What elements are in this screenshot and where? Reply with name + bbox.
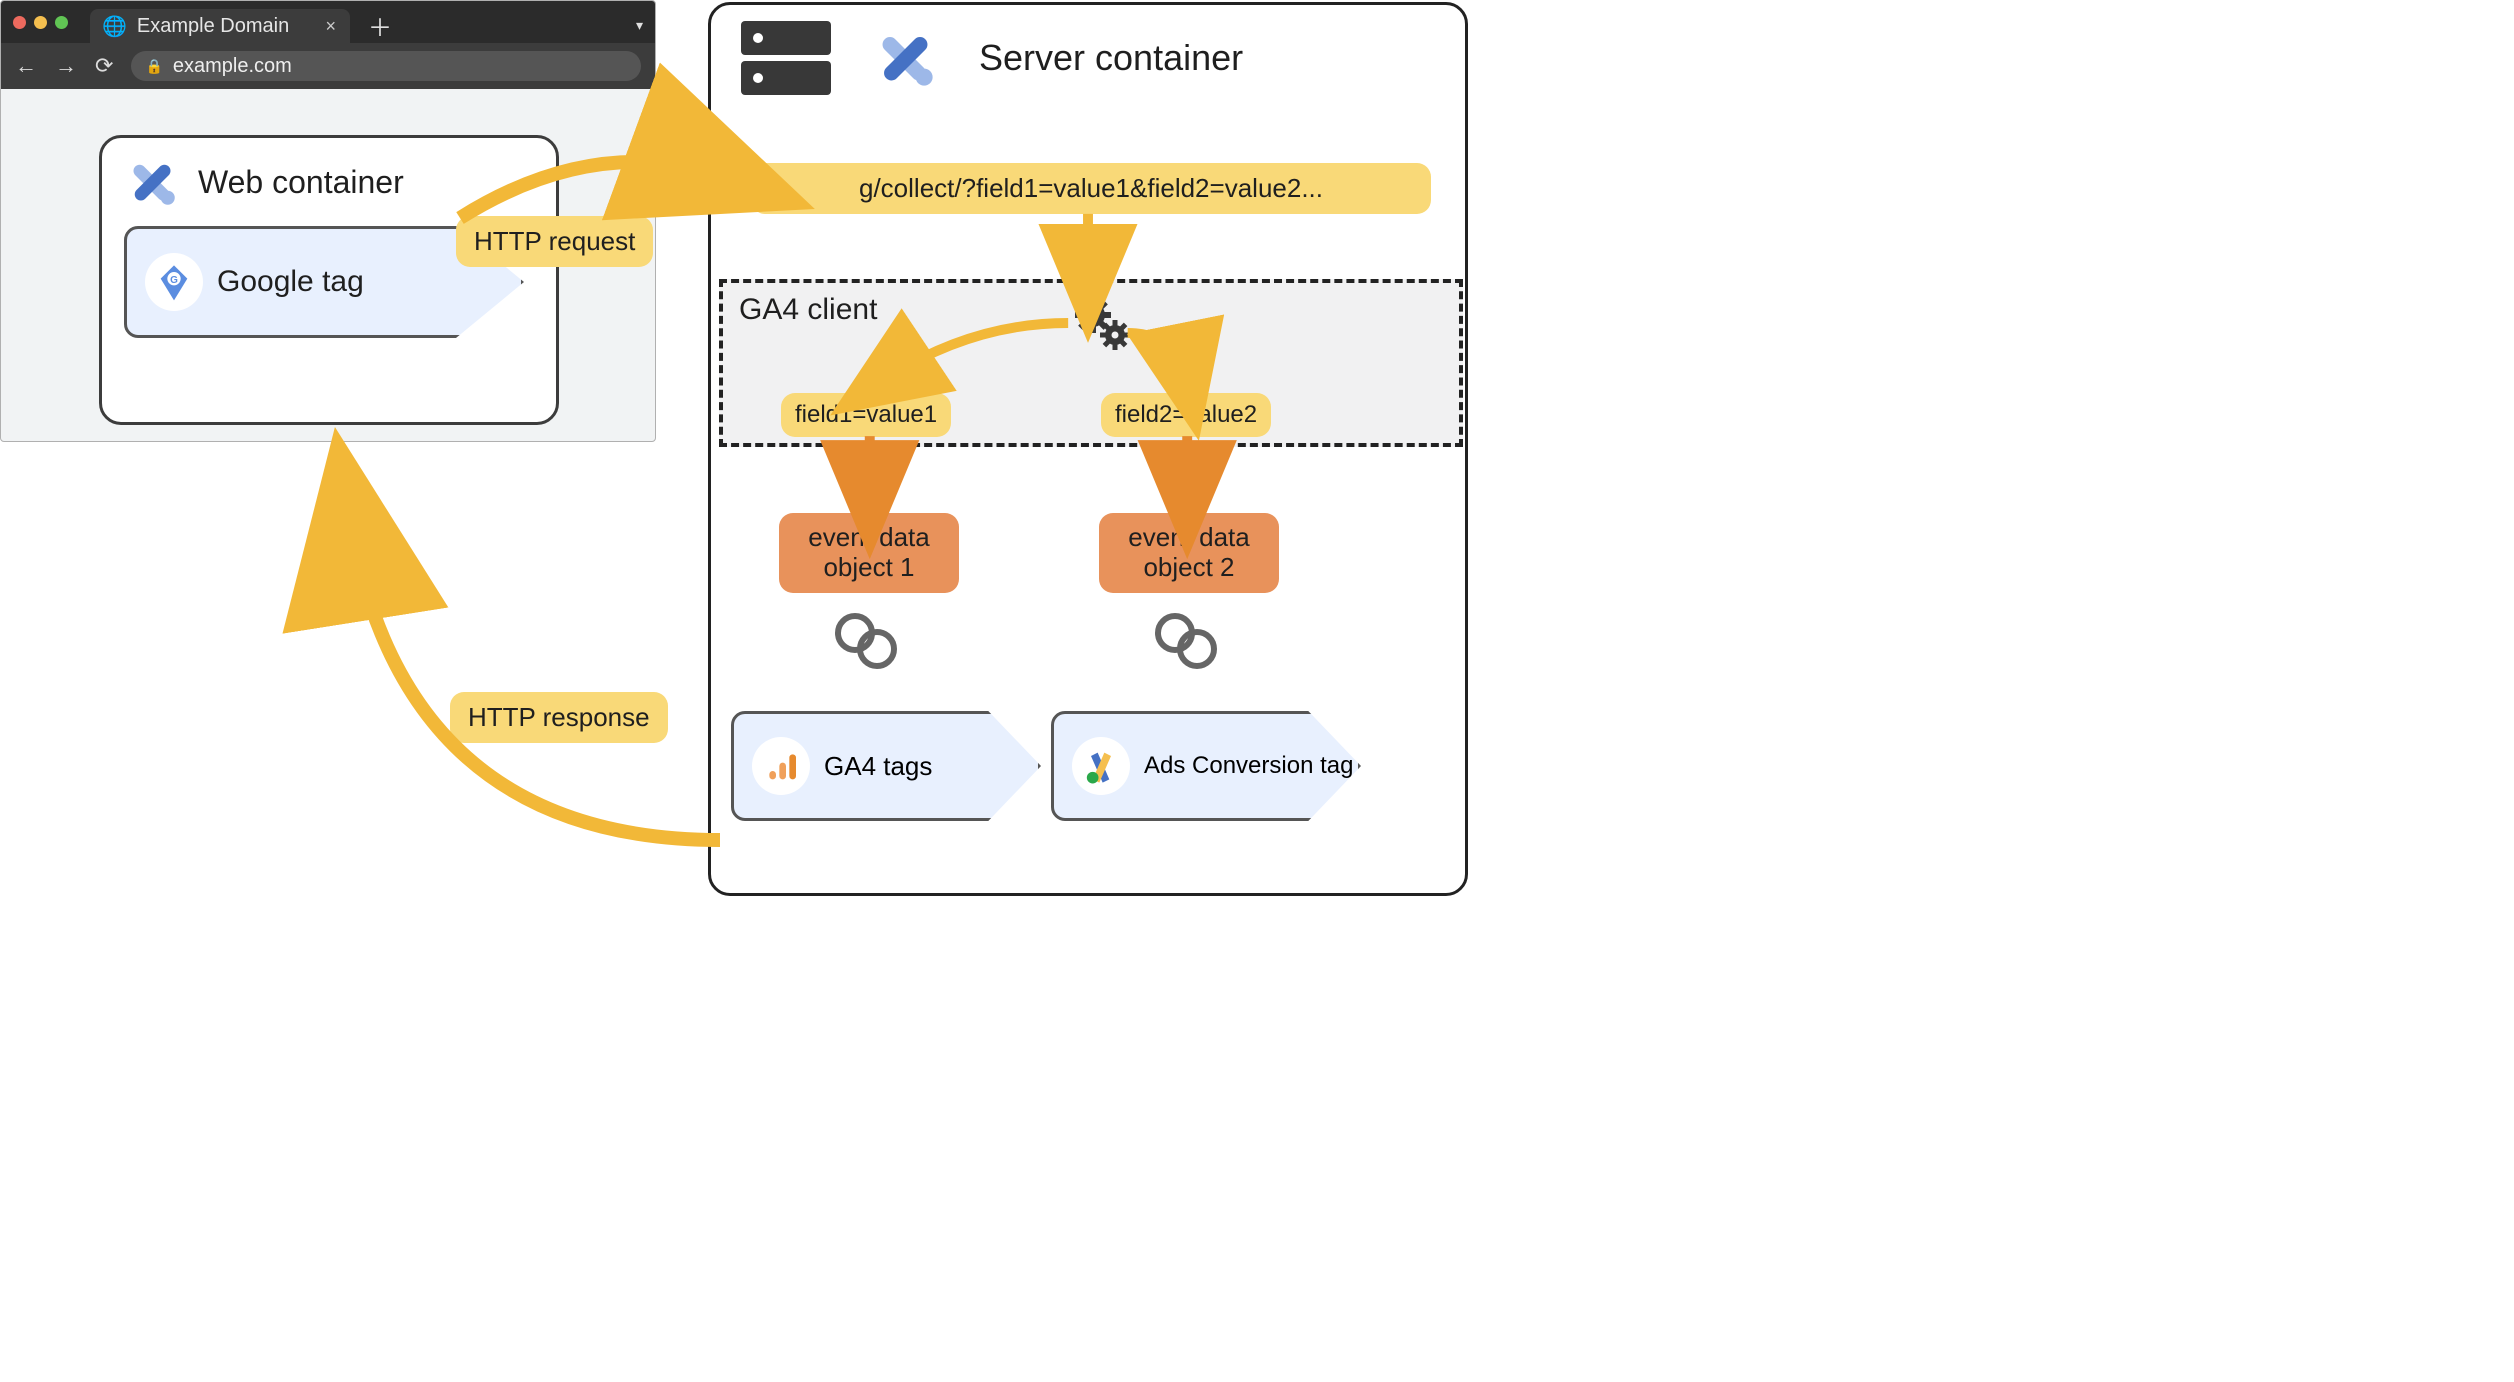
web-container-box: Web container G Google tag: [99, 135, 559, 425]
http-response-pill: HTTP response: [450, 692, 668, 743]
link-icon-2: [1155, 613, 1221, 669]
url-text: example.com: [173, 55, 292, 78]
event-data-box-2: event data object 2: [1099, 513, 1279, 593]
google-tag-icon: G: [145, 253, 203, 311]
google-tag-label: Google tag: [217, 265, 364, 299]
min-light: [34, 16, 47, 29]
gtm-logo-icon: [871, 24, 939, 92]
field-pill-2-text: field2=value2: [1115, 401, 1257, 428]
link-icon-1: [835, 613, 901, 669]
forward-icon[interactable]: →: [55, 53, 77, 79]
server-container-box: Server container g/collect/?field1=value…: [708, 2, 1468, 896]
http-request-text: HTTP request: [474, 226, 635, 256]
http-request-pill: HTTP request: [456, 216, 653, 267]
server-container-title: Server container: [979, 37, 1243, 79]
event-data-1-text: event data object 1: [797, 523, 941, 583]
traffic-lights: [13, 16, 68, 29]
collect-url-pill: g/collect/?field1=value1&field2=value2..…: [751, 163, 1431, 214]
tab-title: Example Domain: [137, 15, 289, 38]
gears-icon: [1073, 295, 1133, 355]
max-light: [55, 16, 68, 29]
web-container-title: Web container: [198, 164, 404, 201]
svg-text:G: G: [170, 275, 178, 286]
ga4-tags-label: GA4 tags: [824, 751, 932, 782]
globe-icon: 🌐: [102, 14, 127, 39]
close-light: [13, 16, 26, 29]
server-icon: [741, 21, 831, 95]
field-pill-2: field2=value2: [1101, 393, 1271, 437]
address-bar[interactable]: 🔒 example.com: [131, 51, 641, 81]
ads-tag-label: Ads Conversion tag: [1144, 753, 1353, 779]
field-pill-1: field1=value1: [781, 393, 951, 437]
new-tab-icon[interactable]: ＋: [368, 8, 392, 43]
ga4-icon: [752, 737, 810, 795]
event-data-box-1: event data object 1: [779, 513, 959, 593]
google-ads-icon: [1072, 737, 1130, 795]
ga4-client-label: GA4 client: [739, 293, 877, 327]
reload-icon[interactable]: ⟳: [95, 53, 113, 79]
ga4-tags-box: GA4 tags: [731, 711, 1041, 821]
collect-url-text: g/collect/?field1=value1&field2=value2..…: [859, 173, 1323, 203]
lock-icon: 🔒: [145, 58, 162, 75]
http-response-text: HTTP response: [468, 702, 650, 732]
browser-tabbar: 🌐 Example Domain × ＋ ▾: [1, 1, 655, 43]
tabs-dropdown-icon[interactable]: ▾: [636, 17, 643, 34]
ads-conversion-tag-box: Ads Conversion tag: [1051, 711, 1361, 821]
field-pill-1-text: field1=value1: [795, 401, 937, 428]
browser-tab[interactable]: 🌐 Example Domain ×: [90, 9, 350, 43]
back-icon[interactable]: ←: [15, 53, 37, 79]
close-tab-icon[interactable]: ×: [325, 16, 336, 37]
browser-urlbar: ← → ⟳ 🔒 example.com: [1, 43, 655, 89]
gtm-logo-icon: [124, 154, 180, 210]
event-data-2-text: event data object 2: [1117, 523, 1261, 583]
